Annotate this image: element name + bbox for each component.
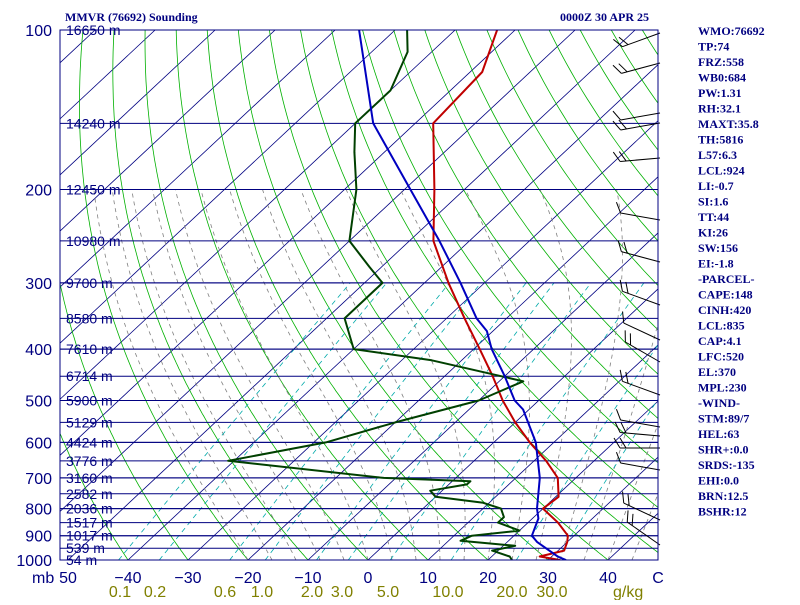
sounding-index: -PARCEL- [698, 272, 754, 286]
sounding-index: MPL:230 [698, 381, 747, 395]
height-level-label: 6714 m [66, 368, 113, 384]
mixing-ratio-tick-label: 10.0 [432, 584, 463, 600]
sounding-index: LCL:835 [698, 319, 745, 333]
chart-title: MMVR (76692) Sounding [65, 10, 198, 24]
sounding-index: LCL:924 [698, 164, 745, 178]
sounding-index: EHI:0.0 [698, 474, 739, 488]
sounding-index: CAP:4.1 [698, 334, 742, 348]
sounding-index: TP:74 [698, 40, 729, 54]
sounding-index: LI:-0.7 [698, 179, 734, 193]
pressure-tick-label: 600 [25, 435, 52, 452]
pressure-tick-label: 200 [25, 183, 52, 200]
dry-adiabat-line [758, 18, 800, 571]
height-level-label: 5900 m [66, 392, 113, 408]
sounding-index: L57:6.3 [698, 148, 737, 162]
sounding-index: EI:-1.8 [698, 257, 734, 271]
pressure-tick-label: 700 [25, 471, 52, 488]
height-level-label: 8580 m [66, 310, 113, 326]
temperature-tick-label: 0 [364, 570, 373, 587]
sounding-index: SW:156 [698, 241, 738, 255]
temperature-axis-label: C [652, 570, 664, 587]
pressure-tick-label: 300 [25, 276, 52, 293]
sounding-index: CINH:420 [698, 303, 751, 317]
pressure-tick-label: 800 [25, 502, 52, 519]
mixing-ratio-axis-label: g/kg [613, 584, 643, 600]
chart-time: 0000Z 30 APR 25 [560, 10, 649, 24]
mixing-ratio-tick-label: 0.6 [214, 584, 236, 600]
sounding-index: SRDS:-135 [698, 458, 755, 472]
mixing-ratio-tick-label: 1.0 [251, 584, 273, 600]
temperature-tick-label: −30 [174, 570, 201, 587]
sounding-index: SI:1.6 [698, 195, 728, 209]
height-level-label: 3776 m [66, 453, 113, 469]
mixing-ratio-tick-label: 30.0 [536, 584, 567, 600]
pressure-tick-label: 900 [25, 529, 52, 546]
pressure-tick-label: 100 [25, 23, 52, 40]
height-level-label: 4424 m [66, 434, 113, 450]
sounding-index: HEL:63 [698, 427, 739, 441]
mixing-ratio-tick-label: 2.0 [301, 584, 323, 600]
height-level-label: 10980 m [66, 233, 120, 249]
mixing-ratio-tick-label: 5.0 [377, 584, 399, 600]
sounding-index: CAPE:148 [698, 288, 753, 302]
pressure-tick-label: 400 [25, 342, 52, 359]
height-level-label: 5129 m [66, 414, 113, 430]
sounding-index: BSHR:12 [698, 505, 747, 519]
sounding-index: EL:370 [698, 365, 736, 379]
sounding-index: WB0:684 [698, 71, 746, 85]
height-level-label: 16650 m [66, 22, 120, 38]
height-level-label: 7610 m [66, 341, 113, 357]
sounding-index: RH:32.1 [698, 102, 741, 116]
sounding-index: WMO:76692 [698, 24, 765, 38]
height-level-label: 54 m [66, 552, 97, 568]
pressure-axis-label: mb [32, 570, 54, 587]
height-level-label: 3160 m [66, 470, 113, 486]
mixing-ratio-tick-label: 0.1 [109, 584, 131, 600]
sounding-index: SHR+:0.0 [698, 443, 749, 457]
height-level-label: 9700 m [66, 275, 113, 291]
mixing-ratio-tick-label: 20.0 [496, 584, 527, 600]
pressure-tick-label: 1000 [16, 553, 52, 570]
sounding-index: LFC:520 [698, 350, 744, 364]
sounding-index: BRN:12.5 [698, 489, 748, 503]
sounding-index: FRZ:558 [698, 55, 744, 69]
temperature-tick-label: 20 [479, 570, 497, 587]
mixing-ratio-tick-label: 0.2 [144, 584, 166, 600]
height-level-label: 14240 m [66, 115, 120, 131]
height-level-label: 12450 m [66, 182, 120, 198]
sounding-index: TH:5816 [698, 133, 743, 147]
temperature-tick-label: 50 [59, 570, 77, 587]
sounding-index: KI:26 [698, 226, 728, 240]
pressure-tick-label: 500 [25, 393, 52, 410]
sounding-index: PW:1.31 [698, 86, 742, 100]
mixing-ratio-tick-label: 3.0 [331, 584, 353, 600]
sounding-index: MAXT:35.8 [698, 117, 759, 131]
plot-background [60, 30, 658, 560]
sounding-index: -WIND- [698, 396, 740, 410]
height-level-label: 2582 m [66, 486, 113, 502]
sounding-index: TT:44 [698, 210, 729, 224]
sounding-index: STM:89/7 [698, 412, 749, 426]
